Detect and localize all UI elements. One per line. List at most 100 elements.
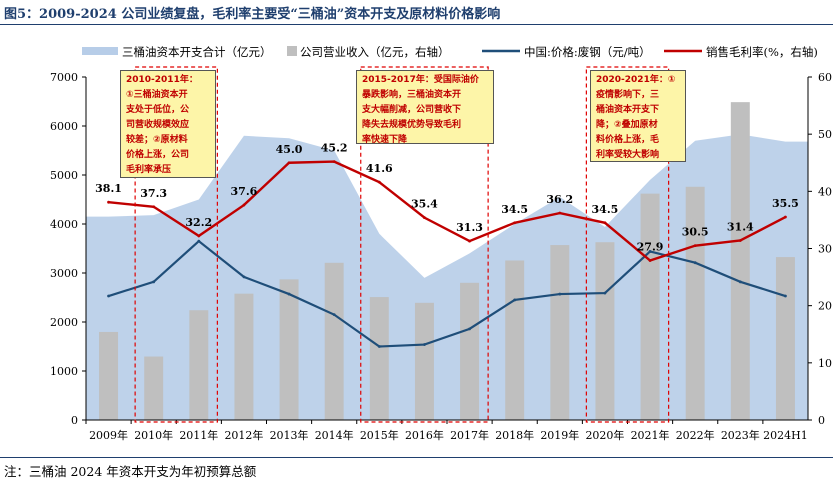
margin-point [287, 161, 291, 165]
price-point [603, 291, 607, 295]
annotation-2020-2021: 2020-2021年：① 疫情影响下，三 桶油资本开支下 降；②叠加原材 料价格… [590, 70, 686, 162]
right-axis-tick-label: 50 [818, 128, 832, 141]
annotation-2015-2017: 2015-2017年：受国际油价 暴跌影响，三桶油资本开 支大幅削减，公司营收下… [356, 70, 494, 145]
margin-data-label: 37.3 [140, 187, 167, 200]
margin-point [107, 200, 110, 204]
margin-data-label: 35.4 [411, 198, 438, 211]
x-axis-tick-label: 2015年 [360, 428, 399, 442]
legend-swatch-revenue [287, 46, 297, 56]
margin-point [738, 239, 742, 242]
margin-data-label: 27.9 [637, 241, 664, 254]
price-point [784, 294, 787, 298]
margin-point [152, 205, 156, 209]
revenue-bar [685, 186, 705, 420]
legend-label-capex: 三桶油资本开支合计（亿元） [122, 45, 272, 59]
x-axis-tick-label: 2021年 [631, 428, 670, 442]
margin-data-label: 34.5 [592, 203, 619, 216]
margin-point [197, 234, 201, 238]
left-axis-tick-label: 1000 [50, 365, 78, 378]
margin-point [513, 221, 517, 225]
x-axis-tick-label: 2024H1 [763, 429, 808, 442]
price-point [693, 261, 697, 265]
margin-data-label: 30.5 [682, 226, 709, 239]
title-rule [0, 24, 833, 25]
price-point [558, 292, 562, 296]
left-axis-tick-label: 6000 [50, 120, 78, 133]
x-axis-tick-label: 2013年 [270, 428, 309, 442]
price-point [648, 250, 652, 253]
x-axis-tick-label: 2020年 [585, 428, 624, 442]
annotation-title: 2010-2011年： [126, 75, 198, 85]
annotation-line: 料价格上涨，毛 [596, 135, 660, 145]
legend-label-price: 中国:价格:废钢（元/吨） [524, 45, 651, 59]
left-axis-tick-label: 0 [71, 414, 78, 427]
annotation-line: 较差；②原材料 [126, 135, 188, 145]
price-point [513, 298, 517, 302]
margin-data-label: 45.2 [321, 142, 348, 155]
annotation-title: 2020-2021年：① [596, 75, 676, 85]
left-axis-tick-label: 2000 [50, 316, 78, 329]
revenue-bar [414, 302, 434, 420]
price-point [377, 345, 381, 348]
x-axis-tick-label: 2018年 [495, 428, 534, 442]
margin-data-label: 35.5 [772, 197, 799, 210]
annotation-line: 价格上涨，公司 [126, 150, 190, 160]
right-axis-tick-label: 60 [818, 71, 832, 84]
annotation-line: 桶油资本开支下 [596, 105, 660, 115]
bottom-rule [0, 457, 833, 458]
margin-point [332, 160, 336, 164]
x-axis-tick-label: 2023年 [721, 428, 760, 442]
revenue-bar [324, 262, 344, 420]
price-point [152, 280, 156, 284]
legend-label-revenue: 公司营业收入（亿元，右轴） [300, 45, 450, 59]
x-axis-tick-label: 2011年 [179, 428, 218, 442]
right-axis-tick-label: 30 [818, 243, 832, 256]
x-axis-tick-label: 2019年 [540, 428, 579, 442]
revenue-bar [369, 297, 389, 420]
x-axis-tick-label: 2009年 [89, 428, 128, 442]
annotation-line: 率快速下降 [362, 135, 408, 145]
price-point [197, 239, 201, 243]
revenue-bar [595, 242, 615, 420]
annotation-line: 利率受较大影响 [596, 150, 660, 160]
legend-swatch-capex [82, 47, 118, 55]
margin-point [693, 244, 697, 248]
price-point [332, 313, 336, 317]
x-axis-tick-label: 2010年 [134, 428, 173, 442]
x-axis-tick-label: 2016年 [405, 428, 444, 442]
margin-point [377, 180, 381, 184]
figure-note: 注：三桶油 2024 年资本开支为年初预算总额 [4, 464, 257, 479]
margin-data-label: 31.3 [456, 221, 483, 234]
left-axis-tick-label: 7000 [50, 71, 78, 84]
revenue-bar [550, 245, 570, 420]
revenue-bar [189, 310, 209, 420]
annotation-line: 司营收规模效应 [126, 120, 190, 130]
margin-data-label: 32.2 [185, 216, 212, 229]
margin-line [108, 160, 786, 262]
annotation-line: 支处于低位，公 [126, 105, 190, 115]
annotation-line: 降；②叠加原材 [596, 120, 658, 130]
right-axis-tick-label: 10 [818, 357, 832, 370]
revenue-bar [505, 260, 525, 420]
margin-point [558, 211, 562, 215]
margin-point [242, 203, 246, 207]
capex-area [86, 134, 808, 420]
revenue-bar [460, 282, 480, 420]
x-axis-tick-label: 2017年 [450, 428, 489, 442]
x-axis-tick-label: 2014年 [315, 428, 354, 442]
figure-title: 图5：2009-2024 公司业绩复盘，毛利率主要受“三桶油”资本开支及原材料价… [4, 7, 501, 22]
annotation-line: 降失去规模优势导致毛利 [362, 120, 462, 130]
annotation-line: ①三桶油资本开 [126, 90, 188, 100]
left-axis-tick-label: 3000 [50, 267, 78, 280]
right-axis-tick-label: 0 [818, 414, 825, 427]
revenue-bar [99, 331, 119, 420]
margin-data-label: 37.6 [231, 185, 258, 198]
left-axis-tick-label: 5000 [50, 169, 78, 182]
price-point [423, 343, 426, 346]
margin-data-label: 36.2 [546, 193, 573, 206]
right-axis-tick-label: 40 [818, 185, 832, 198]
legend-label-margin: 销售毛利率(%，右轴) [706, 45, 818, 59]
margin-data-label: 31.4 [727, 220, 754, 233]
revenue-bar [144, 356, 164, 420]
price-line [108, 239, 786, 348]
